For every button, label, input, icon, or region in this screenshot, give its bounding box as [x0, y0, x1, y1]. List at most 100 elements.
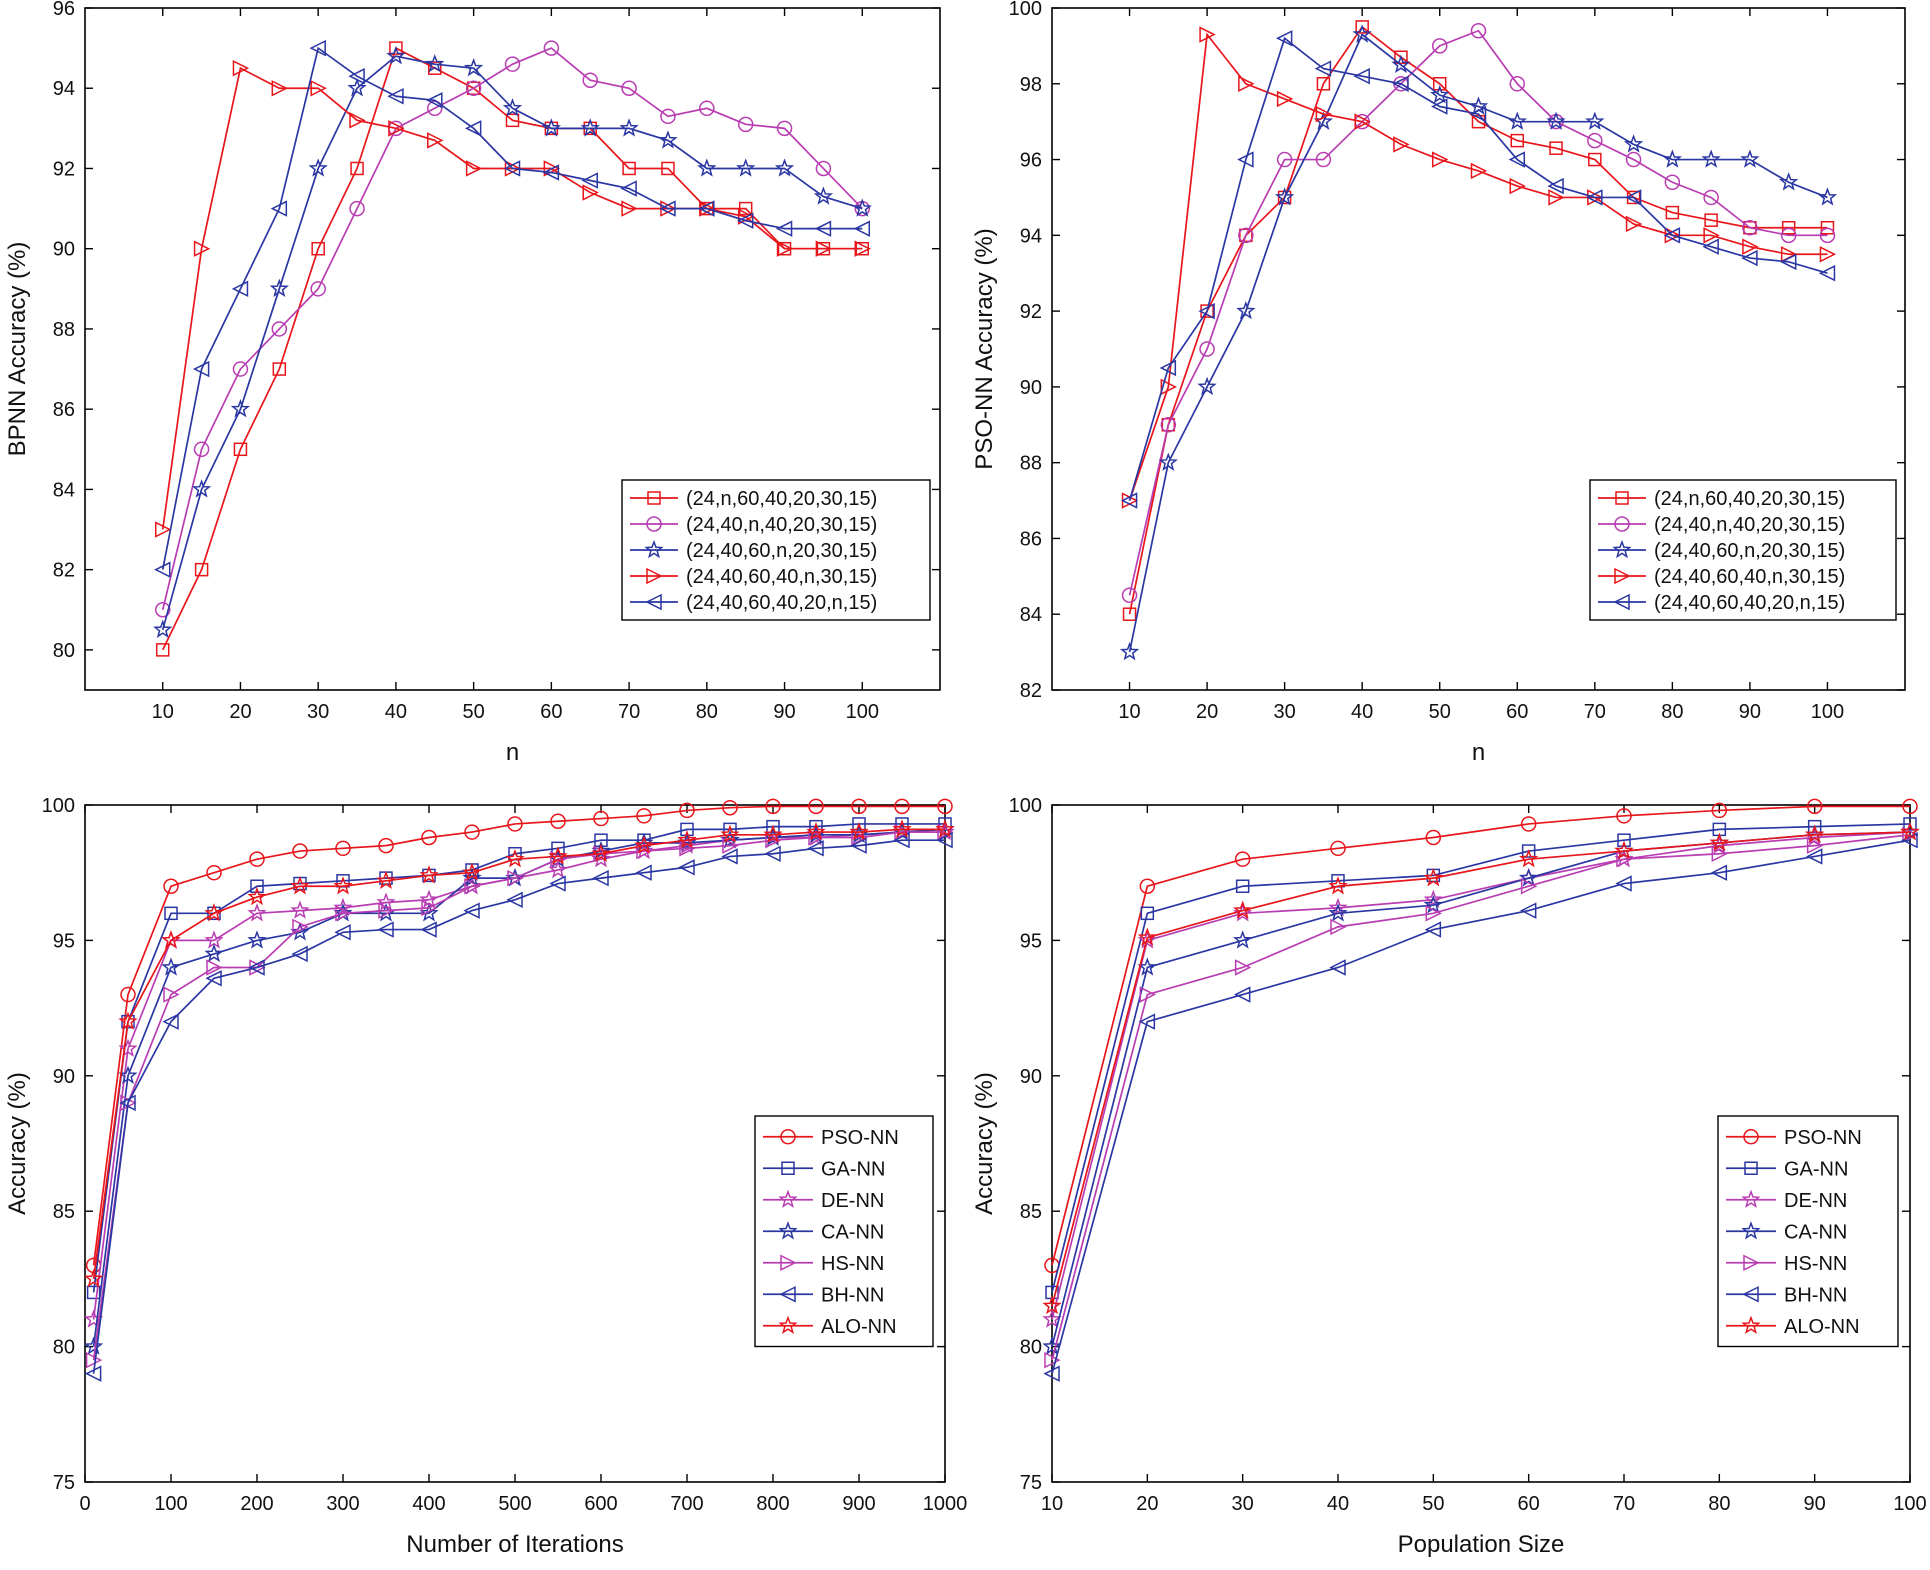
psonn-legend: (24,n,60,40,20,30,15) (24,40,n,40,20,30,1…	[1589, 479, 1897, 621]
legend-sample-marker	[778, 1221, 798, 1240]
population-y-axis-title: Accuracy (%)	[971, 1072, 998, 1215]
data-point-marker	[419, 903, 439, 922]
data-point-marker	[813, 186, 834, 205]
x-tick-label: 100	[1811, 701, 1844, 723]
x-tick-label: 40	[1351, 701, 1373, 723]
data-point-marker	[1140, 906, 1155, 921]
series-HS-NN	[1044, 826, 1919, 1369]
data-point-marker	[678, 859, 695, 876]
data-point-marker	[388, 120, 405, 137]
x-tick-label: 70	[1613, 1493, 1635, 1515]
data-point-marker	[1313, 111, 1334, 130]
x-tick-label: 0	[79, 1493, 90, 1515]
data-point-marker	[1507, 111, 1527, 130]
data-point-marker	[1274, 187, 1295, 206]
data-point-marker	[775, 220, 793, 237]
y-tick-label: 96	[1020, 150, 1042, 172]
data-point-marker	[1469, 105, 1487, 123]
data-point-marker	[1276, 151, 1293, 168]
legend-sample-marker	[1743, 1129, 1759, 1145]
legend-box	[1589, 479, 1897, 621]
data-point-marker	[1233, 986, 1251, 1003]
data-point-marker	[621, 80, 637, 96]
x-tick-label: 100	[1893, 1493, 1926, 1515]
data-point-marker	[722, 799, 738, 816]
data-point-marker	[1701, 149, 1721, 168]
data-point-marker	[233, 442, 248, 457]
data-point-marker	[621, 200, 638, 217]
y-tick-label: 90	[53, 239, 75, 261]
data-point-marker	[849, 821, 869, 841]
data-point-marker	[1044, 1351, 1061, 1369]
data-point-marker	[1233, 930, 1253, 949]
data-point-marker	[204, 930, 224, 949]
data-point-marker	[1710, 864, 1728, 881]
data-point-marker	[1139, 878, 1156, 894]
data-point-marker	[333, 897, 353, 917]
data-point-marker	[194, 562, 209, 577]
data-point-marker	[1587, 132, 1603, 149]
legend-sample-marker	[1741, 1315, 1761, 1334]
data-point-marker	[347, 78, 367, 97]
legend-sample-marker	[779, 1286, 796, 1303]
data-point-marker	[582, 184, 599, 201]
data-point-marker	[155, 643, 170, 657]
legend-sample-marker	[646, 567, 663, 585]
data-point-marker	[1137, 927, 1157, 946]
series-line	[1051, 839, 1911, 1374]
data-point-marker	[378, 837, 394, 854]
data-point-marker	[419, 865, 439, 884]
psonn-x-axis-title: n	[1472, 739, 1485, 766]
legend-label: (24,40,n,40,20,30,15)	[1654, 514, 1845, 536]
data-point-marker	[311, 241, 325, 256]
data-point-marker	[541, 118, 562, 137]
data-point-marker	[1120, 492, 1138, 509]
y-tick-label: 82	[1020, 680, 1042, 702]
x-tick-label: 20	[1136, 1493, 1158, 1515]
data-point-marker	[1328, 897, 1348, 917]
data-point-marker	[766, 819, 780, 834]
x-tick-label: 90	[773, 701, 795, 723]
x-tick-label: 1000	[923, 1493, 968, 1515]
data-point-marker	[1548, 189, 1565, 206]
data-point-marker	[1237, 151, 1254, 168]
y-tick-label: 80	[53, 1337, 75, 1359]
data-point-marker	[377, 921, 394, 938]
data-point-marker	[1199, 341, 1215, 357]
data-point-marker	[86, 1285, 101, 1300]
data-point-marker	[1328, 876, 1348, 895]
data-point-marker	[428, 61, 442, 75]
x-tick-label: 60	[1506, 701, 1528, 723]
data-point-marker	[463, 58, 484, 77]
data-point-marker	[737, 212, 754, 229]
data-point-marker	[83, 1268, 104, 1288]
data-point-marker	[619, 118, 639, 137]
data-point-marker	[249, 851, 265, 867]
data-point-marker	[736, 158, 756, 177]
y-tick-label: 100	[1009, 795, 1042, 817]
data-point-marker	[1901, 831, 1918, 849]
data-point-marker	[247, 903, 267, 922]
data-point-marker	[808, 798, 824, 815]
legend-sample-marker	[646, 516, 662, 532]
y-tick-label: 92	[1020, 301, 1042, 323]
legend-label: DE-NN	[821, 1190, 884, 1212]
legend-sample-marker	[1741, 1189, 1761, 1208]
data-point-marker	[1625, 215, 1643, 233]
data-point-marker	[622, 161, 636, 176]
population-legend: PSO-NN GA-NN DE-NN CA-NN HS-NN BH-NN ALO-NN	[1717, 1115, 1899, 1348]
data-point-marker	[737, 116, 754, 133]
data-point-marker	[334, 924, 351, 941]
data-point-marker	[850, 837, 867, 854]
legend-sample-marker	[1614, 516, 1630, 532]
data-point-marker	[464, 120, 482, 137]
data-point-marker	[310, 80, 327, 97]
data-point-marker	[1235, 879, 1250, 893]
legend-label: (24,n,60,40,20,30,15)	[1654, 488, 1845, 510]
data-point-marker	[1158, 452, 1178, 471]
data-point-marker	[1588, 152, 1602, 167]
y-tick-label: 84	[1020, 604, 1042, 626]
x-tick-label: 200	[240, 1493, 273, 1515]
data-point-marker	[551, 841, 565, 856]
